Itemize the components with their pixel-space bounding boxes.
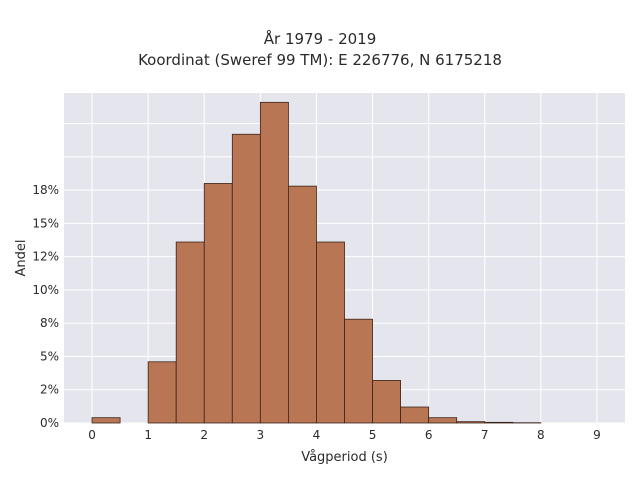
histogram-bar [484,421,514,424]
histogram-bar [175,241,205,424]
y-tick-label: 12% [32,250,59,264]
y-tick-labels: 0% 2% 5% 8% 10% 12% 15% 18% [32,183,59,430]
y-tick-label: 15% [32,216,59,230]
x-tick-label: 5 [369,428,377,442]
chart-title: År 1979 - 2019 [263,30,377,48]
histogram-bar [344,318,373,424]
histogram-bar [372,380,401,424]
y-tick-label: 5% [40,349,59,363]
histogram-bar [428,417,458,424]
x-tick-label: 0 [88,428,96,442]
y-tick-label: 0% [40,416,59,430]
histogram-bar [316,241,345,424]
x-tick-label: 2 [200,428,208,442]
histogram-bar [147,361,177,424]
histogram-bar [91,417,121,424]
bars [91,101,542,424]
y-tick-label: 2% [40,383,59,397]
x-tick-label: 3 [257,428,265,442]
x-tick-label: 8 [537,428,545,442]
chart-subtitle: Koordinat (Sweref 99 TM): E 226776, N 61… [138,51,502,69]
x-axis-label: Vågperiod (s) [301,450,388,465]
y-tick-label: 18% [32,183,59,197]
histogram-bar [231,133,261,424]
y-tick-label: 10% [32,283,59,297]
x-tick-label: 9 [593,428,601,442]
histogram-bar [287,185,317,424]
x-tick-label: 1 [144,428,152,442]
x-tick-label: 4 [313,428,321,442]
x-tick-label: 6 [425,428,433,442]
x-tick-labels: 0 1 2 3 4 5 6 7 8 9 [88,428,601,442]
histogram-bar [456,421,486,424]
histogram-bar [203,183,233,424]
histogram-bar [400,406,430,424]
y-axis-label: Andel [14,240,29,277]
x-tick-label: 7 [481,428,489,442]
histogram-bar [259,101,289,424]
y-tick-label: 8% [40,316,59,330]
